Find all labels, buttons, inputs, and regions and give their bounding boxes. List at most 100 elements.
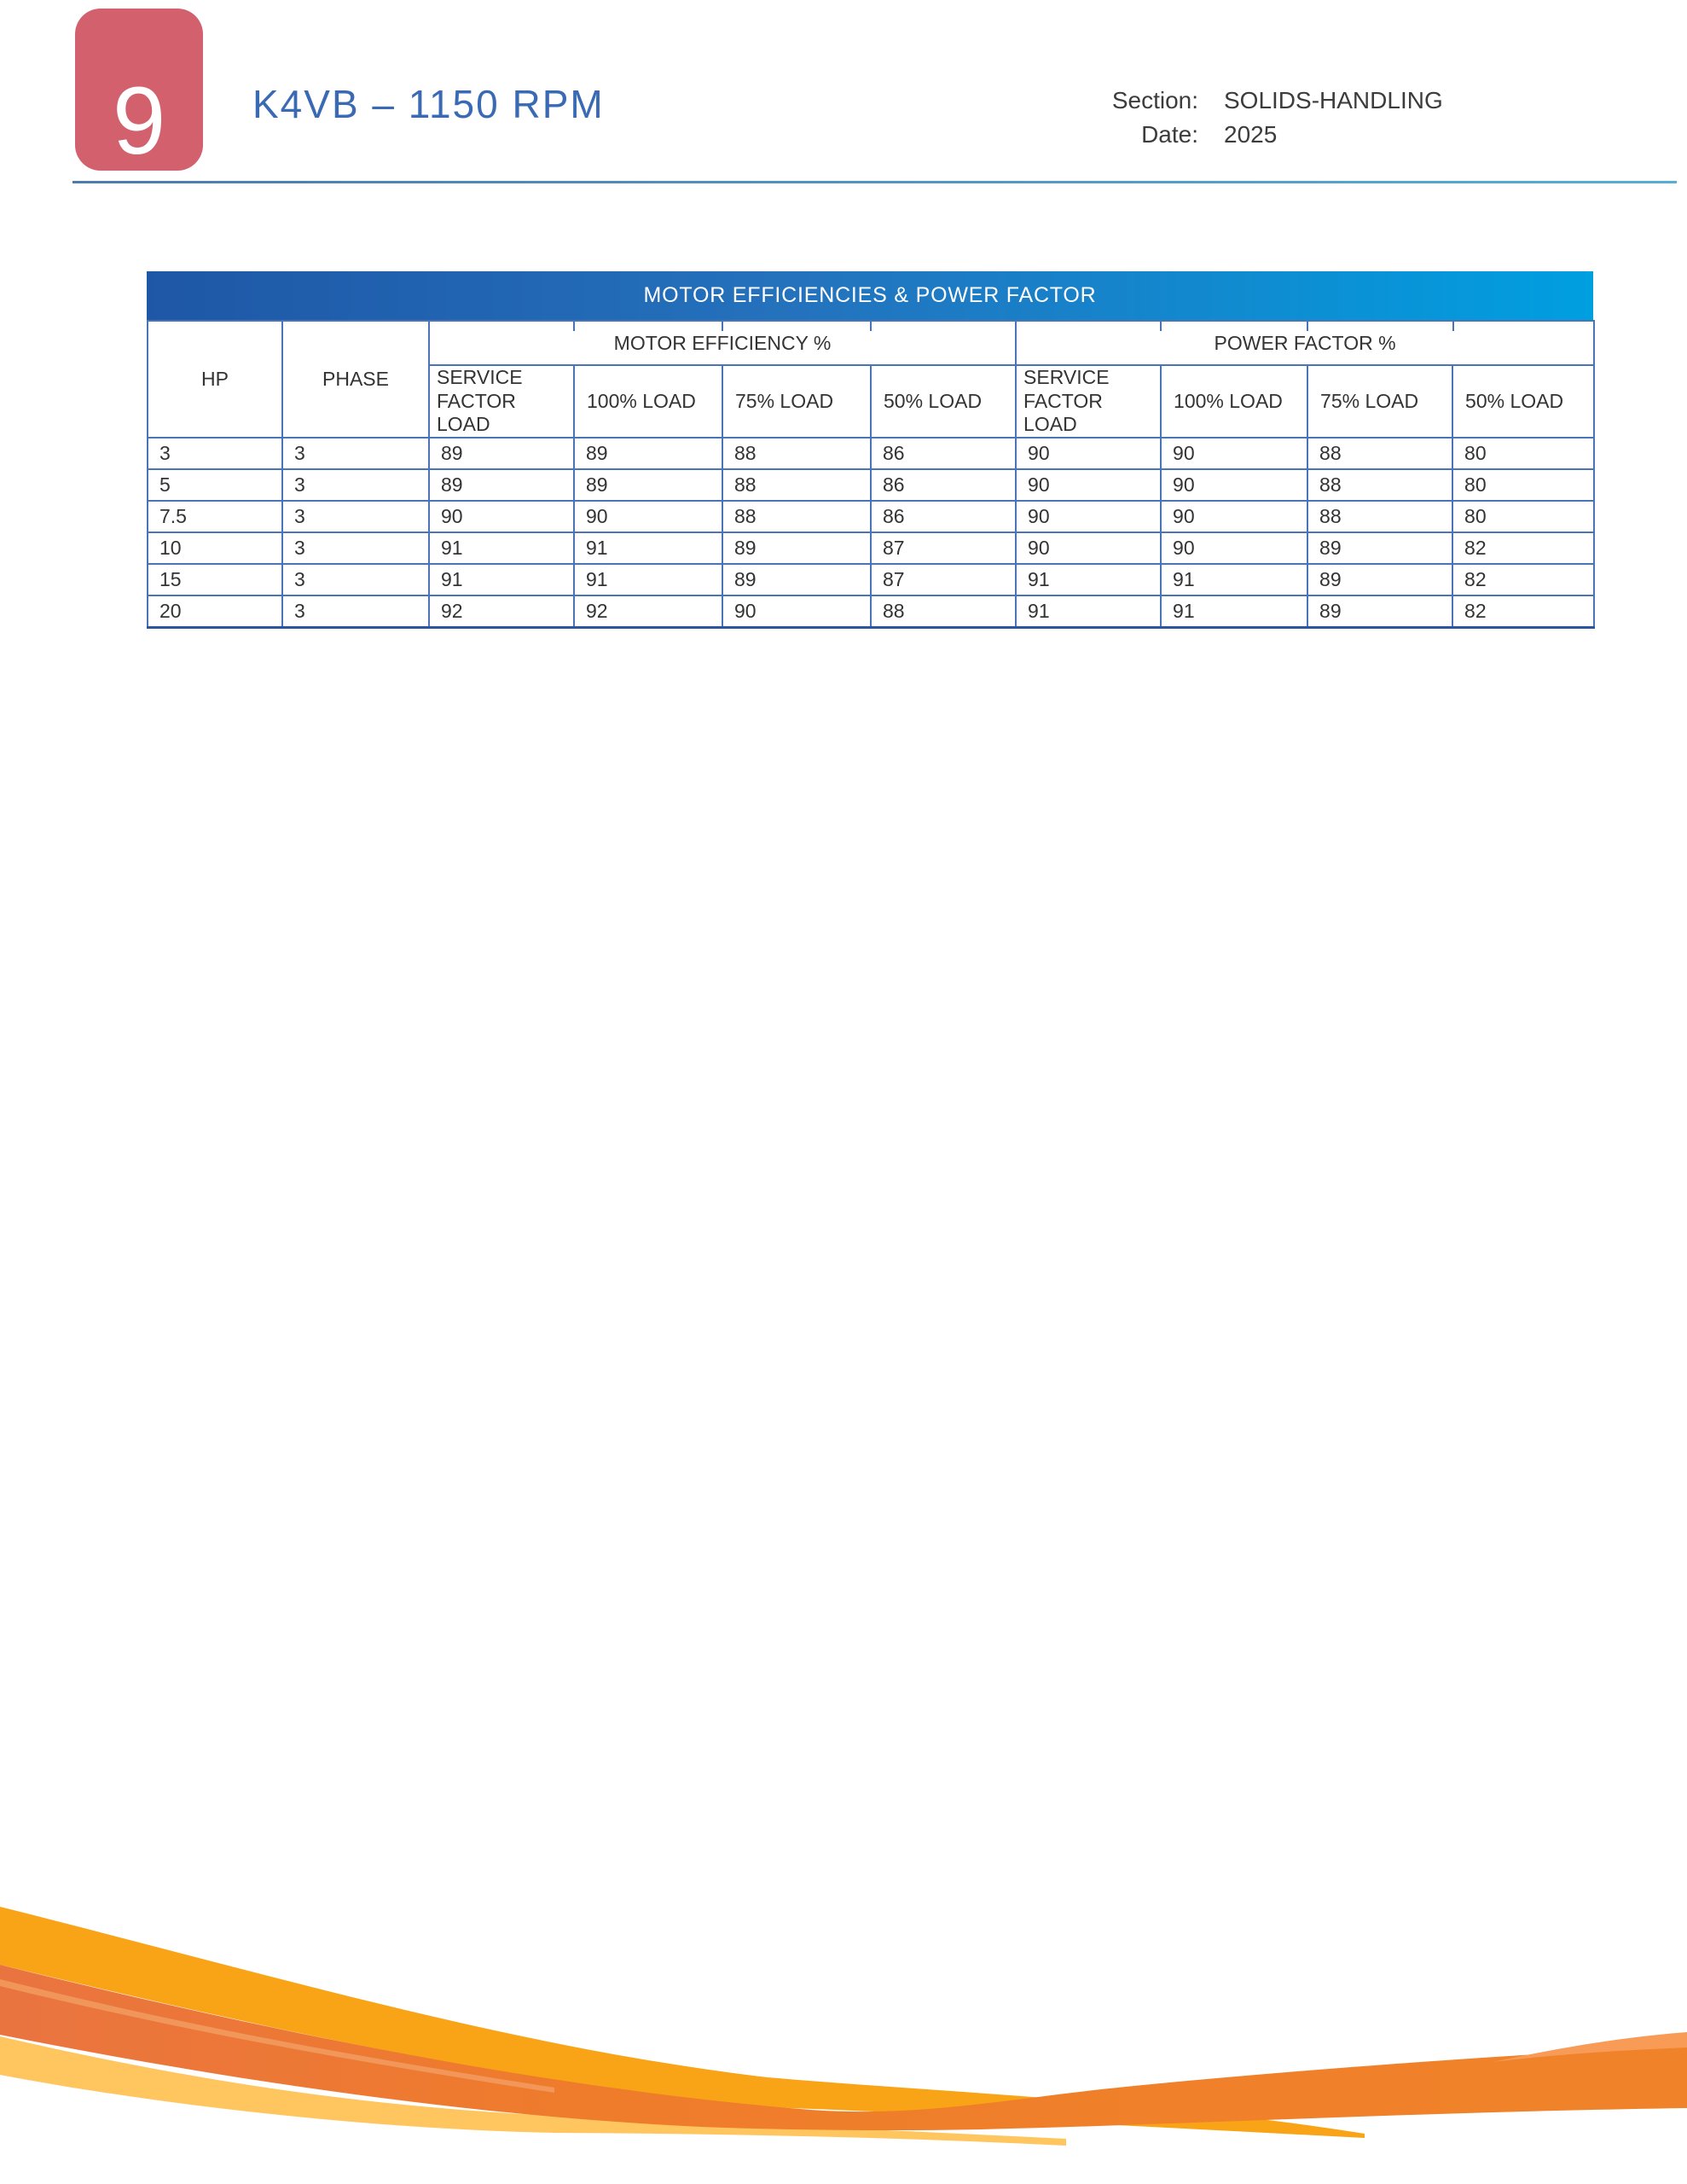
table-cell: 3 [281, 594, 430, 629]
table-cell: 89 [573, 468, 723, 502]
table-cell: 89 [573, 436, 723, 470]
header-divider [72, 181, 1677, 183]
group-header-label: POWER FACTOR % [1214, 331, 1396, 354]
table-row: 7.5 3 90 90 88 86 90 90 88 80 [147, 499, 1596, 533]
table-cell: 3 [281, 562, 430, 596]
table-cell: 3 [147, 436, 283, 470]
table-cell: 89 [428, 468, 575, 502]
wave-light-wedge [1493, 2032, 1687, 2062]
table-cell: 90 [722, 594, 872, 629]
table-cell: 3 [281, 531, 430, 565]
table-row: 15 3 91 91 89 87 91 91 89 82 [147, 562, 1596, 596]
table-cell: 88 [722, 499, 872, 533]
table-cell: 89 [722, 531, 872, 565]
table-cell: 90 [1160, 499, 1309, 533]
col-header-phase: PHASE [281, 320, 430, 439]
table-cell: 90 [1015, 436, 1162, 470]
table-cell: 86 [869, 468, 1017, 502]
subheader-pf-service-factor: SERVICE FACTOR LOAD [1015, 364, 1162, 439]
column-tick [573, 322, 575, 331]
table-cell: 92 [573, 594, 723, 629]
table-cell: 20 [147, 594, 283, 629]
table-cell: 90 [573, 499, 723, 533]
section-value: SOLIDS-HANDLING [1224, 87, 1443, 113]
table-cell: 88 [869, 594, 1017, 629]
table-cell: 89 [1307, 562, 1454, 596]
column-tick [1160, 322, 1162, 331]
table-cell: 86 [869, 436, 1017, 470]
meta-block: Section: SOLIDS-HANDLING Date: 2025 [1006, 85, 1552, 150]
table-cell: 80 [1452, 436, 1596, 470]
table-cell: 10 [147, 531, 283, 565]
table-cell: 89 [1307, 594, 1454, 629]
wave-pale-yellow-band [0, 2036, 1066, 2146]
subheader-pf-100-load: 100% LOAD [1160, 364, 1309, 439]
table-body: 3 3 89 89 88 86 90 90 88 80 5 3 89 89 88… [147, 436, 1596, 629]
data-table: HP PHASE MOTOR EFFICIENCY % POWER FACTOR… [147, 320, 1596, 629]
column-tick [870, 322, 872, 331]
table-row: 3 3 89 89 88 86 90 90 88 80 [147, 436, 1596, 470]
subheader-eff-100-load: 100% LOAD [573, 364, 723, 439]
table-cell: 80 [1452, 468, 1596, 502]
table-cell: 91 [1160, 594, 1309, 629]
table-cell: 3 [281, 499, 430, 533]
table-cell: 89 [428, 436, 575, 470]
page-title: K4VB – 1150 RPM [252, 82, 605, 126]
motor-efficiency-table: MOTOR EFFICIENCIES & POWER FACTOR HP PHA… [147, 271, 1596, 629]
subheader-eff-service-factor: SERVICE FACTOR LOAD [428, 364, 575, 439]
table-cell: 91 [1015, 594, 1162, 629]
subheader-pf-50-load: 50% LOAD [1452, 364, 1596, 439]
subheader-pf-75-load: 75% LOAD [1307, 364, 1454, 439]
table-cell: 88 [1307, 499, 1454, 533]
table-cell: 7.5 [147, 499, 283, 533]
date-value: 2025 [1224, 121, 1278, 148]
table-cell: 90 [1015, 531, 1162, 565]
date-label: Date: [1141, 121, 1198, 148]
table-cell: 88 [722, 468, 872, 502]
table-cell: 88 [722, 436, 872, 470]
table-cell: 91 [1015, 562, 1162, 596]
table-cell: 91 [1160, 562, 1309, 596]
chapter-badge: 9 [75, 9, 203, 171]
table-cell: 87 [869, 562, 1017, 596]
table-cell: 90 [1160, 531, 1309, 565]
column-tick [722, 322, 723, 331]
table-cell: 86 [869, 499, 1017, 533]
table-cell: 3 [281, 436, 430, 470]
table-cell: 90 [1015, 468, 1162, 502]
wave-gold-band [0, 1907, 1365, 2138]
table-cell: 89 [1307, 531, 1454, 565]
col-header-hp: HP [147, 320, 283, 439]
table-title: MOTOR EFFICIENCIES & POWER FACTOR [147, 271, 1593, 320]
table-cell: 3 [281, 468, 430, 502]
table-cell: 87 [869, 531, 1017, 565]
table-cell: 82 [1452, 594, 1596, 629]
table-cell: 82 [1452, 562, 1596, 596]
group-header-power-factor: POWER FACTOR % [1015, 320, 1596, 366]
column-tick [1452, 322, 1455, 331]
table-cell: 90 [1015, 499, 1162, 533]
table-cell: 92 [428, 594, 575, 629]
wave-orange-band [0, 1965, 1687, 2131]
table-cell: 80 [1452, 499, 1596, 533]
table-row: 10 3 91 91 89 87 90 90 89 82 [147, 531, 1596, 565]
table-cell: 90 [428, 499, 575, 533]
wave-highlight-streak [0, 1979, 554, 2093]
chapter-number: 9 [113, 67, 166, 174]
subheader-eff-75-load: 75% LOAD [722, 364, 872, 439]
table-row: 5 3 89 89 88 86 90 90 88 80 [147, 468, 1596, 502]
table-cell: 91 [428, 531, 575, 565]
table-cell: 88 [1307, 436, 1454, 470]
column-tick [1307, 322, 1309, 331]
table-cell: 91 [573, 562, 723, 596]
footer-wave [0, 1907, 1687, 2146]
table-cell: 82 [1452, 531, 1596, 565]
section-label: Section: [1111, 87, 1198, 113]
table-cell: 91 [573, 531, 723, 565]
group-header-label: MOTOR EFFICIENCY % [613, 331, 832, 354]
table-cell: 91 [428, 562, 575, 596]
table-cell: 90 [1160, 468, 1309, 502]
table-cell: 15 [147, 562, 283, 596]
group-header-motor-efficiency: MOTOR EFFICIENCY % [427, 320, 1017, 366]
